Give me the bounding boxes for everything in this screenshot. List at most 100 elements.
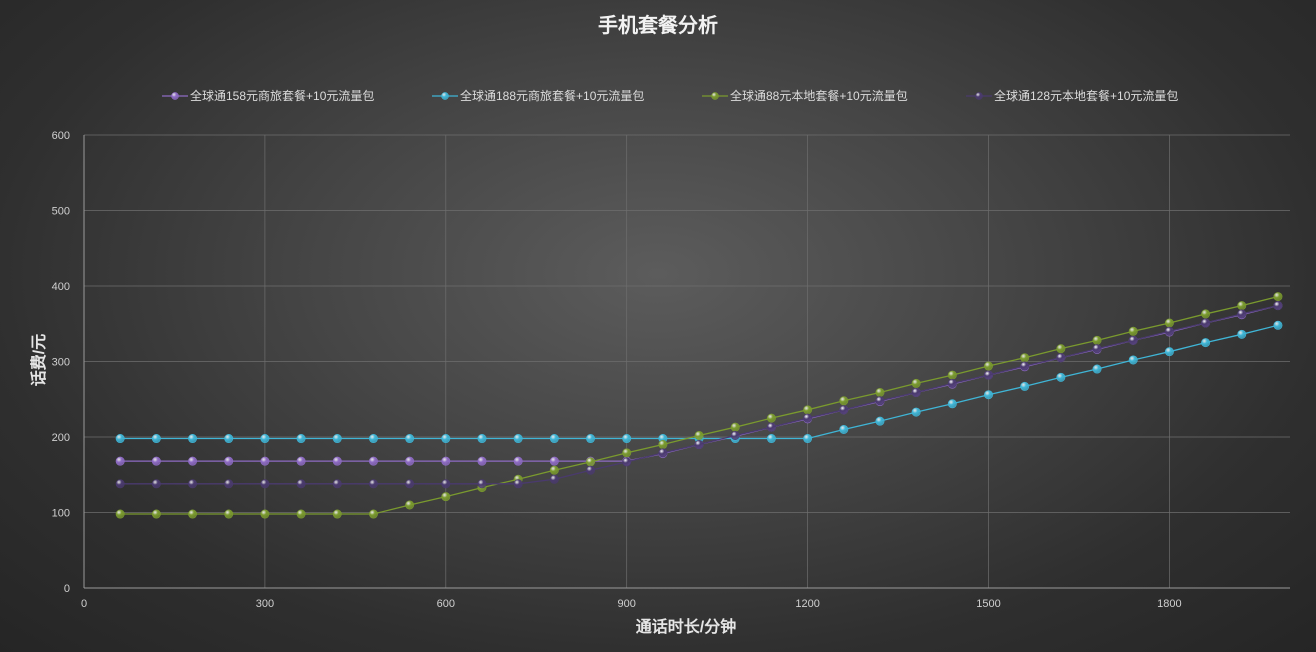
data-point[interactable] (296, 456, 306, 466)
data-point[interactable] (766, 413, 776, 423)
data-point[interactable] (188, 434, 198, 444)
legend[interactable]: 全球通158元商旅套餐+10元流量包 全球通188元商旅套餐+10元流量包 全球通8… (162, 88, 1178, 103)
data-point[interactable] (803, 434, 813, 444)
data-point[interactable] (441, 479, 451, 489)
data-point[interactable] (477, 434, 487, 444)
data-point[interactable] (260, 509, 270, 519)
data-point[interactable] (188, 509, 198, 519)
data-point[interactable] (549, 474, 559, 484)
data-point[interactable] (875, 396, 885, 406)
data-point[interactable] (911, 407, 921, 417)
data-point[interactable] (839, 396, 849, 406)
data-point[interactable] (1056, 372, 1066, 382)
data-point[interactable] (260, 479, 270, 489)
data-point[interactable] (1020, 381, 1030, 391)
data-point[interactable] (983, 370, 993, 380)
data-point[interactable] (983, 361, 993, 371)
data-point[interactable] (658, 440, 668, 450)
data-point[interactable] (1020, 361, 1030, 371)
data-point[interactable] (332, 434, 342, 444)
data-point[interactable] (477, 479, 487, 489)
data-point[interactable] (1020, 353, 1030, 363)
data-point[interactable] (332, 456, 342, 466)
data-point[interactable] (224, 434, 234, 444)
data-point[interactable] (1201, 309, 1211, 319)
data-point[interactable] (441, 492, 451, 502)
data-point[interactable] (1201, 338, 1211, 348)
data-point[interactable] (586, 457, 596, 467)
data-point[interactable] (513, 456, 523, 466)
data-point[interactable] (1092, 364, 1102, 374)
data-point[interactable] (513, 434, 523, 444)
data-point[interactable] (368, 434, 378, 444)
data-point[interactable] (911, 387, 921, 397)
data-point[interactable] (405, 500, 415, 510)
data-point[interactable] (115, 509, 125, 519)
data-point[interactable] (1092, 335, 1102, 345)
data-point[interactable] (839, 405, 849, 415)
data-point[interactable] (296, 434, 306, 444)
data-point[interactable] (151, 479, 161, 489)
data-point[interactable] (622, 457, 632, 467)
data-point[interactable] (586, 465, 596, 475)
data-point[interactable] (368, 456, 378, 466)
data-point[interactable] (549, 465, 559, 475)
data-point[interactable] (188, 456, 198, 466)
data-point[interactable] (1273, 292, 1283, 302)
data-point[interactable] (477, 456, 487, 466)
data-point[interactable] (947, 378, 957, 388)
data-point[interactable] (1237, 301, 1247, 311)
data-point[interactable] (151, 509, 161, 519)
data-point[interactable] (513, 479, 523, 489)
data-point[interactable] (1128, 335, 1138, 345)
data-point[interactable] (947, 370, 957, 380)
data-point[interactable] (1056, 353, 1066, 363)
data-point[interactable] (441, 456, 451, 466)
legend-item[interactable]: 全球通88元本地套餐+10元流量包 (702, 88, 908, 103)
data-point[interactable] (549, 434, 559, 444)
data-point[interactable] (332, 509, 342, 519)
data-point[interactable] (694, 440, 704, 450)
data-point[interactable] (549, 456, 559, 466)
data-point[interactable] (875, 416, 885, 426)
data-point[interactable] (224, 456, 234, 466)
data-point[interactable] (983, 390, 993, 400)
data-point[interactable] (441, 434, 451, 444)
data-point[interactable] (947, 399, 957, 409)
data-point[interactable] (260, 434, 270, 444)
legend-item[interactable]: 全球通158元商旅套餐+10元流量包 (162, 88, 374, 103)
data-point[interactable] (803, 405, 813, 415)
data-point[interactable] (839, 424, 849, 434)
data-point[interactable] (1237, 309, 1247, 319)
data-point[interactable] (1201, 318, 1211, 328)
data-point[interactable] (1273, 320, 1283, 330)
data-point[interactable] (1164, 318, 1174, 328)
data-point[interactable] (766, 434, 776, 444)
data-point[interactable] (115, 434, 125, 444)
data-point[interactable] (296, 509, 306, 519)
data-point[interactable] (875, 387, 885, 397)
data-point[interactable] (188, 479, 198, 489)
legend-item[interactable]: 全球通188元商旅套餐+10元流量包 (432, 88, 644, 103)
data-point[interactable] (622, 434, 632, 444)
legend-item[interactable]: 全球通128元本地套餐+10元流量包 (966, 88, 1178, 103)
data-point[interactable] (405, 456, 415, 466)
data-point[interactable] (151, 456, 161, 466)
data-point[interactable] (1164, 326, 1174, 336)
data-point[interactable] (622, 448, 632, 458)
data-point[interactable] (1128, 355, 1138, 365)
data-point[interactable] (766, 422, 776, 432)
data-point[interactable] (911, 378, 921, 388)
data-point[interactable] (332, 479, 342, 489)
data-point[interactable] (224, 479, 234, 489)
data-point[interactable] (260, 456, 270, 466)
data-point[interactable] (151, 434, 161, 444)
data-point[interactable] (803, 413, 813, 423)
data-point[interactable] (730, 422, 740, 432)
data-point[interactable] (1164, 347, 1174, 357)
data-point[interactable] (1056, 344, 1066, 354)
data-point[interactable] (115, 479, 125, 489)
data-point[interactable] (296, 479, 306, 489)
data-point[interactable] (405, 434, 415, 444)
data-point[interactable] (586, 434, 596, 444)
